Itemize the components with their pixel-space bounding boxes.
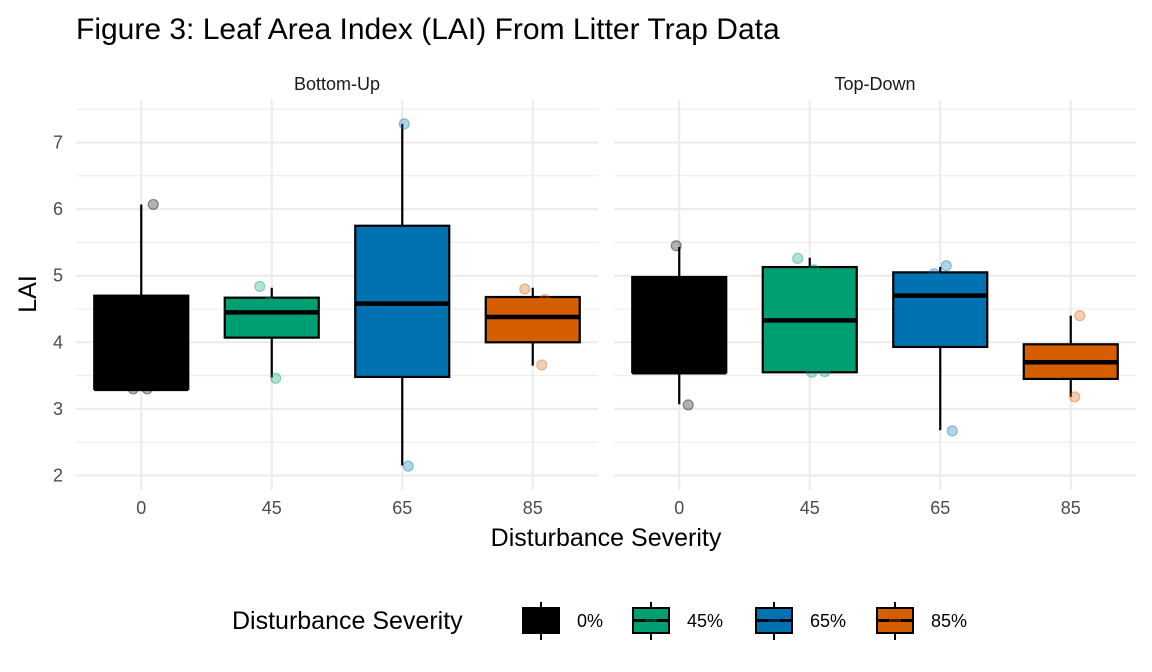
- x-tick-label: 45: [262, 498, 282, 518]
- data-point: [682, 399, 694, 411]
- data-point: [524, 328, 536, 340]
- panel-top-down-strip-label: Top-Down: [834, 74, 915, 94]
- panel-bottom-up-points: [127, 118, 551, 472]
- data-point: [411, 255, 423, 267]
- data-point: [275, 318, 287, 330]
- data-point: [940, 260, 952, 272]
- legend-point: [645, 614, 657, 627]
- panel-bottom-up-boxes: [93, 123, 581, 466]
- data-point: [806, 366, 818, 378]
- legend-point: [768, 614, 780, 627]
- y-tick-label: 5: [53, 266, 63, 286]
- legend: Disturbance Severity 0% 45% 65% 85%: [232, 602, 967, 640]
- y-tick-label: 2: [53, 466, 63, 486]
- box-65: [892, 267, 989, 431]
- box-45: [761, 257, 858, 374]
- data-point: [127, 383, 139, 395]
- x-tick-label: 85: [523, 498, 543, 518]
- data-point: [1053, 367, 1065, 379]
- x-tick-label: 0: [136, 498, 146, 518]
- data-point: [808, 264, 820, 276]
- legend-title: Disturbance Severity: [232, 607, 463, 635]
- data-point: [147, 198, 159, 211]
- legend-point: [889, 614, 901, 627]
- box-85: [484, 287, 581, 366]
- data-point: [928, 268, 940, 280]
- legend-point: [535, 614, 547, 627]
- panel-top-down-boxes: [631, 247, 1119, 431]
- box-0: [93, 204, 190, 392]
- box-65: [354, 123, 451, 466]
- data-point: [670, 240, 682, 252]
- chart-title: Figure 3: Leaf Area Index (LAI) From Lit…: [76, 13, 780, 46]
- data-point: [270, 372, 282, 384]
- y-tick-label: 3: [53, 399, 63, 419]
- x-tick-label: 65: [392, 498, 412, 518]
- box-85: [1022, 315, 1119, 397]
- data-point: [926, 312, 938, 324]
- x-axis-tick-labels: 0 45 65 85 0 45 65 85: [136, 498, 1081, 518]
- x-tick-label: 45: [800, 498, 820, 518]
- data-point: [792, 252, 804, 264]
- legend-label: 65%: [810, 611, 846, 631]
- data-point: [536, 359, 548, 371]
- x-axis-title: Disturbance Severity: [491, 524, 722, 552]
- data-point: [1062, 348, 1074, 360]
- panel-bottom-up-strip-label: Bottom-Up: [294, 74, 380, 94]
- panel-top-down-points: [670, 240, 1086, 437]
- data-point: [519, 283, 531, 295]
- box-iqr: [93, 294, 190, 391]
- legend-label: 0%: [577, 611, 603, 631]
- box-0: [631, 247, 728, 405]
- data-point: [141, 383, 153, 395]
- legend-key-65pct: 65%: [755, 602, 846, 640]
- panel-bottom-up: Bottom-Up: [76, 74, 598, 490]
- data-point: [946, 425, 958, 437]
- data-point: [819, 366, 831, 378]
- x-tick-label: 0: [674, 498, 684, 518]
- x-tick-label: 85: [1061, 498, 1081, 518]
- y-axis-title: LAI: [14, 275, 42, 313]
- box-iqr: [223, 296, 320, 339]
- data-point: [1074, 310, 1086, 322]
- legend-label: 45%: [687, 611, 723, 631]
- legend-key-0pct: 0%: [522, 602, 603, 640]
- y-axis-tick-labels: 2 3 4 5 6 7: [53, 133, 63, 486]
- x-tick-label: 65: [930, 498, 950, 518]
- data-point: [254, 280, 266, 292]
- y-tick-label: 6: [53, 199, 63, 219]
- box-iqr: [631, 275, 728, 374]
- y-tick-label: 7: [53, 133, 63, 153]
- box-iqr: [354, 224, 451, 379]
- legend-key-45pct: 45%: [632, 602, 723, 640]
- data-point: [402, 460, 414, 472]
- legend-key-85pct: 85%: [876, 602, 967, 640]
- legend-label: 85%: [931, 611, 967, 631]
- data-point: [1069, 391, 1081, 403]
- y-tick-label: 4: [53, 332, 63, 352]
- data-point: [539, 294, 551, 306]
- panel-top-down: Top-Down: [614, 74, 1136, 490]
- data-point: [263, 296, 275, 308]
- data-point: [398, 118, 410, 130]
- data-point: [390, 341, 402, 353]
- legend-keys: 0% 45% 65% 85%: [522, 602, 967, 640]
- box-iqr: [892, 271, 989, 349]
- box-iqr: [484, 295, 581, 344]
- box-45: [223, 287, 320, 378]
